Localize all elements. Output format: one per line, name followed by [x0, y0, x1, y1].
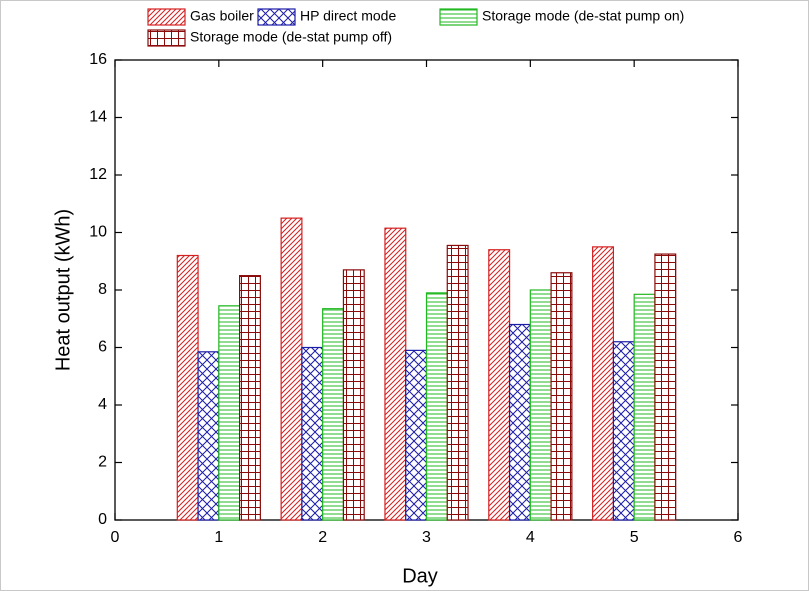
- bar: [550, 272, 573, 521]
- bar: [592, 246, 615, 521]
- bar: [218, 305, 241, 521]
- bar: [633, 293, 656, 521]
- bar: [280, 217, 303, 521]
- x-tick-label: 1: [214, 529, 223, 546]
- legend-label: Storage mode (de-stat pump on): [482, 8, 684, 24]
- legend-swatch: [439, 8, 478, 26]
- x-tick-label: 6: [734, 529, 743, 546]
- legend-label: Gas boiler: [190, 8, 254, 24]
- legend-label: Storage mode (de-stat pump off): [190, 29, 392, 45]
- bar: [446, 244, 469, 521]
- y-tick-label: 0: [98, 511, 107, 528]
- bar: [197, 351, 220, 521]
- x-axis-label: Day: [402, 565, 438, 587]
- legend-swatch: [257, 8, 296, 26]
- y-tick-label: 14: [89, 109, 107, 126]
- x-tick-label: 3: [422, 529, 431, 546]
- y-tick-label: 10: [89, 224, 107, 241]
- x-tick-label: 4: [526, 529, 535, 546]
- legend-swatch: [147, 8, 186, 26]
- bar: [176, 254, 199, 521]
- bar: [239, 275, 261, 521]
- y-tick-label: 6: [98, 339, 107, 356]
- bar: [508, 323, 531, 521]
- y-tick-label: 4: [98, 396, 107, 413]
- bar: [384, 227, 407, 521]
- y-tick-label: 12: [89, 166, 107, 183]
- x-tick-label: 5: [630, 529, 639, 546]
- bar: [301, 346, 324, 521]
- bar: [488, 249, 511, 521]
- y-tick-label: 2: [98, 454, 107, 471]
- bar: [612, 341, 635, 521]
- x-tick-label: 2: [318, 529, 327, 546]
- y-tick-label: 16: [89, 51, 107, 68]
- bar: [654, 253, 677, 521]
- y-axis-label: Heat output (kWh): [52, 209, 74, 371]
- bar: [529, 289, 552, 521]
- bar: [342, 269, 365, 521]
- legend-swatch: [147, 29, 186, 47]
- y-tick-label: 8: [98, 281, 107, 298]
- bar: [405, 349, 428, 521]
- legend-label: HP direct mode: [300, 8, 396, 24]
- x-tick-label: 0: [111, 529, 120, 546]
- bar: [322, 308, 345, 521]
- bar: [425, 292, 448, 521]
